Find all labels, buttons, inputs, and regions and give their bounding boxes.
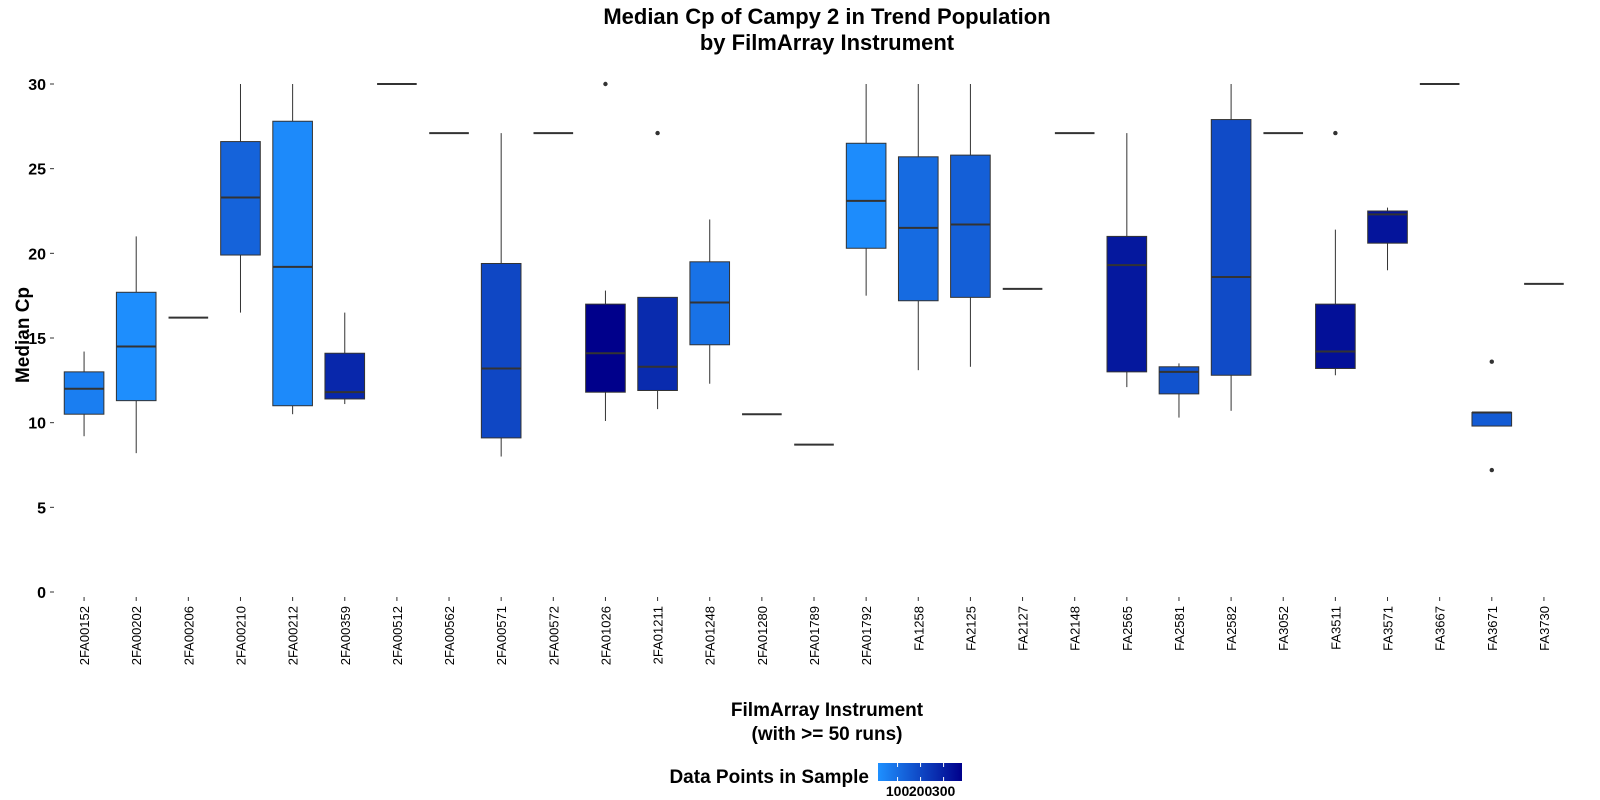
- box-2fa00571: [480, 133, 522, 457]
- x-tick-label: FA3511: [1328, 606, 1343, 650]
- x-tick-label: 2FA00206: [181, 606, 196, 665]
- legend-color-bar: [878, 763, 962, 781]
- x-tick-label: FA2125: [963, 606, 978, 651]
- box-2fa01026: [585, 81, 626, 421]
- x-tick-label: 2FA00512: [390, 606, 405, 665]
- x-tick-label: FA1258: [911, 606, 926, 651]
- box-body: [1471, 412, 1513, 427]
- box-body: [845, 142, 887, 249]
- x-tick-label: 2FA00359: [338, 606, 353, 665]
- y-tick-label: 30: [28, 77, 46, 94]
- x-tick-label: 2FA01248: [703, 606, 718, 665]
- y-tick-label: 15: [28, 331, 46, 348]
- x-tick-label: 2FA01789: [807, 606, 822, 665]
- box-2fa00212: [272, 84, 313, 415]
- box-fa3571: [1367, 207, 1408, 271]
- outlier-point: [1489, 467, 1494, 473]
- x-tick-label: 2FA01211: [651, 606, 666, 664]
- box-fa2125: [950, 84, 991, 367]
- x-tick-label: FA3730: [1537, 606, 1552, 651]
- x-tick-label: FA2582: [1224, 606, 1239, 651]
- x-tick-label: FA3671: [1485, 606, 1500, 651]
- y-axis-title: Median Cp: [13, 287, 34, 383]
- outlier-point: [603, 81, 608, 87]
- y-tick-label: 20: [28, 246, 46, 263]
- x-tick-label: FA2127: [1016, 606, 1031, 651]
- y-axis: 0 5 10 15 20 25 30: [28, 77, 54, 602]
- x-tick-label: 2FA00571: [494, 606, 509, 665]
- box-body: [63, 371, 105, 415]
- legend-tick-label: 300: [932, 783, 956, 799]
- x-tick-label: 2FA00210: [233, 606, 248, 665]
- x-axis: 2FA00152 2FA00202 2FA00206 2FA00210 2FA00212…: [77, 597, 1552, 665]
- box-2fa00202: [115, 236, 157, 454]
- chart-title: Median Cp of Campy 2 in Trend Population: [603, 4, 1050, 29]
- y-tick-label: 0: [37, 585, 46, 602]
- x-tick-label: FA2148: [1068, 606, 1083, 651]
- box-body: [1106, 235, 1148, 373]
- x-tick-label: 2FA00572: [546, 606, 561, 665]
- plot-area: [63, 81, 1564, 473]
- y-tick-label: 5: [37, 500, 46, 517]
- x-axis-subtitle: (with >= 50 runs): [752, 724, 903, 745]
- box-2fa01792: [845, 84, 887, 296]
- box-body: [637, 296, 678, 391]
- box-fa3671: [1471, 359, 1513, 473]
- box-fa1258: [897, 84, 939, 371]
- x-tick-label: FA2581: [1172, 606, 1187, 651]
- box-fa2581: [1158, 363, 1200, 418]
- outlier-point: [1489, 359, 1494, 364]
- box-body: [1158, 366, 1200, 395]
- box-2fa01248: [689, 219, 731, 384]
- x-tick-label: FA3052: [1276, 606, 1291, 651]
- outlier-point: [1333, 130, 1338, 136]
- x-tick-label: FA2565: [1120, 606, 1135, 651]
- box-2fa00152: [63, 351, 105, 437]
- x-tick-label: 2FA00152: [77, 606, 92, 665]
- legend-title: Data Points in Sample: [669, 767, 869, 788]
- x-tick-label: 2FA01792: [859, 606, 874, 665]
- box-body: [585, 303, 626, 393]
- box-body: [1367, 210, 1408, 244]
- legend-tick-label: 100: [886, 783, 910, 799]
- legend-tick-label: 200: [909, 783, 933, 799]
- box-body: [1315, 303, 1356, 369]
- box-body: [1210, 119, 1252, 376]
- x-tick-label: FA3667: [1433, 606, 1448, 651]
- box-2fa00210: [220, 84, 261, 313]
- box-body: [272, 120, 313, 407]
- outlier-point: [655, 130, 660, 136]
- x-tick-label: 2FA00202: [129, 606, 144, 665]
- box-fa2565: [1106, 133, 1148, 388]
- box-fa3511: [1315, 130, 1356, 376]
- box-2fa01211: [637, 130, 678, 410]
- x-axis-title: FilmArray Instrument: [731, 700, 924, 721]
- y-tick-label: 25: [28, 162, 46, 179]
- x-tick-label: 2FA01026: [598, 606, 613, 665]
- box-body: [480, 262, 522, 439]
- x-tick-label: 2FA01280: [755, 606, 770, 665]
- chart-subtitle: by FilmArray Instrument: [700, 30, 955, 55]
- y-tick-label: 10: [28, 416, 46, 433]
- color-legend: Data Points in Sample 100 200 300: [669, 763, 962, 799]
- box-fa2582: [1210, 84, 1252, 411]
- legend-ticks: 100 200 300: [886, 763, 956, 799]
- box-body: [950, 154, 991, 298]
- box-2fa00359: [324, 312, 366, 405]
- x-tick-label: 2FA00212: [286, 606, 301, 665]
- x-tick-label: FA3571: [1381, 606, 1396, 651]
- x-tick-label: 2FA00562: [442, 606, 457, 665]
